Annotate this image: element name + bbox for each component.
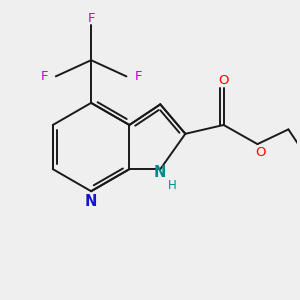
Text: N: N	[85, 194, 97, 209]
Text: N: N	[154, 165, 167, 180]
Text: H: H	[168, 179, 176, 192]
Text: F: F	[134, 70, 142, 83]
Text: O: O	[255, 146, 266, 159]
Text: F: F	[87, 13, 95, 26]
Text: O: O	[218, 74, 229, 87]
Text: F: F	[40, 70, 48, 83]
